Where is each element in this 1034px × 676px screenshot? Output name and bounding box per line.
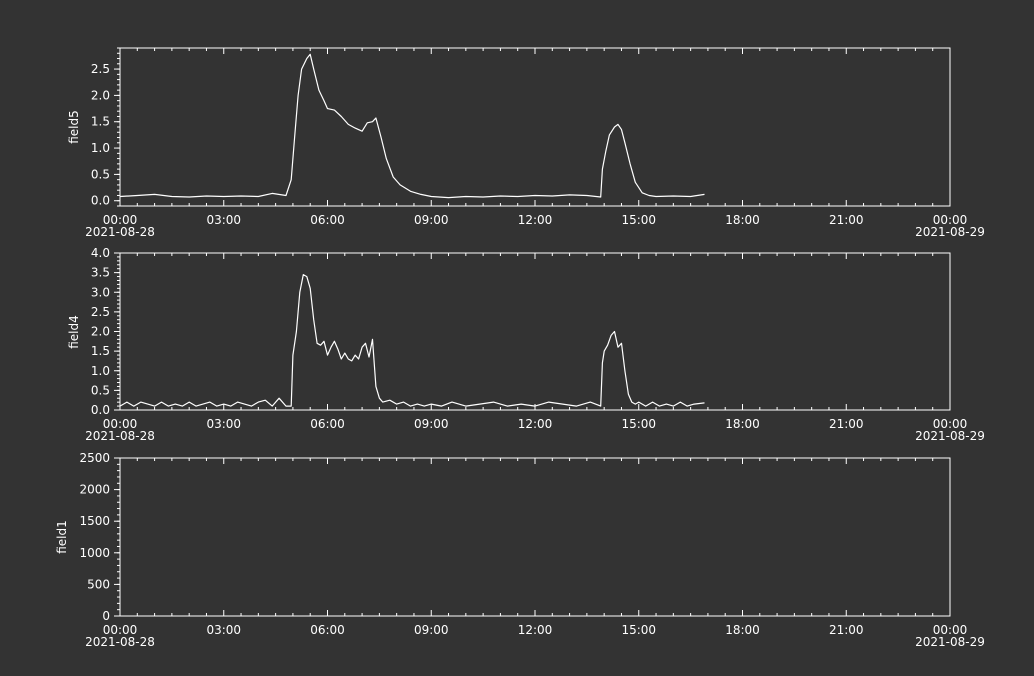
series-line-field5 [119, 53, 705, 199]
chart-panel-field4: 00:00 03:00 06:00 09:00 12:00 15:00 18:00 21:00… [67, 246, 985, 443]
x-tick-label: 12:00 [518, 623, 553, 637]
y-tick-label: 500 [87, 577, 110, 591]
x-date-start-label: 2021-08-28 [85, 635, 155, 649]
y-tick-label: 2500 [79, 451, 110, 465]
x-date-end-label: 2021-08-29 [915, 635, 985, 649]
x-tick-label: 06:00 [310, 213, 345, 227]
x-tick-label: 09:00 [414, 623, 449, 637]
y-tick-label: 1.5 [91, 115, 110, 129]
x-tick-label: 03:00 [206, 213, 241, 227]
x-tick-label: 21:00 [829, 623, 864, 637]
x-tick-label: 18:00 [725, 417, 760, 431]
x-tick-label: 12:00 [518, 417, 553, 431]
x-tick-label: 00:00 [103, 417, 138, 431]
x-tick-label: 12:00 [518, 213, 553, 227]
x-tick-label: 21:00 [829, 417, 864, 431]
x-tick-label: 00:00 [103, 623, 138, 637]
x-date-start-label: 2021-08-28 [85, 225, 155, 239]
y-tick-label: 0.0 [91, 194, 110, 208]
chart-panel-field1: 00:00 03:00 06:00 09:00 12:00 15:00 18:00 21:00… [55, 451, 985, 649]
x-tick-label: 06:00 [310, 623, 345, 637]
series-line-field4 [119, 274, 705, 407]
x-tick-label: 15:00 [621, 417, 656, 431]
x-date-end-label: 2021-08-29 [915, 429, 985, 443]
x-tick-label: 06:00 [310, 417, 345, 431]
x-tick-label: 00:00 [933, 623, 968, 637]
y-tick-label: 0 [102, 609, 110, 623]
x-tick-label: 03:00 [206, 417, 241, 431]
x-tick-label: 18:00 [725, 213, 760, 227]
y-tick-label: 1.0 [91, 364, 110, 378]
y-axis-label-field4: field4 [67, 315, 81, 349]
y-tick-label: 1500 [79, 514, 110, 528]
x-tick-label: 00:00 [933, 417, 968, 431]
x-tick-label: 00:00 [103, 213, 138, 227]
y-tick-label: 2000 [79, 483, 110, 497]
x-tick-label: 00:00 [933, 213, 968, 227]
x-tick-label: 09:00 [414, 417, 449, 431]
chart-panel-field5: 00:00 03:00 06:00 09:00 12:00 15:00 18:00 21:00… [67, 47, 985, 239]
y-tick-label: 4.0 [91, 246, 110, 260]
y-tick-label: 2.0 [91, 325, 110, 339]
y-tick-label: 1.5 [91, 344, 110, 358]
x-tick-label: 03:00 [206, 623, 241, 637]
y-tick-label: 3.5 [91, 266, 110, 280]
y-tick-label: 1.0 [91, 141, 110, 155]
x-date-end-label: 2021-08-29 [915, 225, 985, 239]
y-tick-label: 0.5 [91, 167, 110, 181]
y-axis-label-field1: field1 [55, 520, 69, 554]
y-axis-label-field5: field5 [67, 110, 81, 144]
x-tick-label: 21:00 [829, 213, 864, 227]
x-tick-label: 09:00 [414, 213, 449, 227]
x-tick-label: 15:00 [621, 623, 656, 637]
x-date-start-label: 2021-08-28 [85, 429, 155, 443]
y-tick-label: 0.5 [91, 383, 110, 397]
y-tick-label: 0.0 [91, 403, 110, 417]
y-tick-label: 2.0 [91, 88, 110, 102]
y-tick-label: 2.5 [91, 305, 110, 319]
y-tick-label: 3.0 [91, 285, 110, 299]
x-tick-label: 15:00 [621, 213, 656, 227]
y-tick-label: 2.5 [91, 62, 110, 76]
y-tick-label: 1000 [79, 546, 110, 560]
x-tick-label: 18:00 [725, 623, 760, 637]
